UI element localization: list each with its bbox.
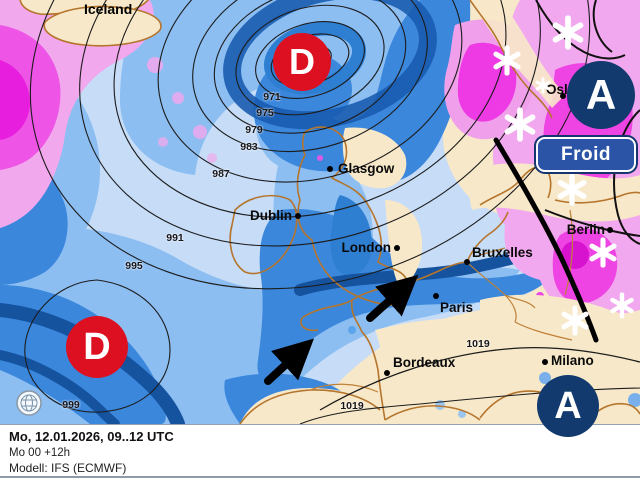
snowflake-icon [535,77,551,99]
flow-arrow [264,338,314,385]
city-dot-milano [542,359,548,365]
pressure-center-a: A [567,61,635,129]
snow-speck [317,155,323,161]
land-scotland-east [342,127,407,189]
snow-deep-spot [561,241,589,269]
snow-speck [158,137,168,147]
isobar-999 [24,279,171,413]
snow-speck [172,92,184,104]
region-label-iceland: Iceland [84,1,133,17]
city-dot-london [394,245,400,251]
city-dot-bruxelles [464,259,470,265]
isobar-value-971: 971 [263,91,281,103]
rain-speck [458,410,466,418]
city-dot-glasgow [327,166,333,172]
land-germany [468,163,640,222]
footer-bar: Mo, 12.01.2026, 09..12 UTC Mo 00 +12h Mo… [0,424,640,478]
snowflake-icon [588,237,618,273]
isobar-value-979: 979 [245,124,263,136]
snowflake-icon [556,173,588,211]
rain-streak-sw1 [0,303,185,424]
isobars-high [535,0,640,245]
rain-core-ring [223,0,437,130]
snow-speck [207,153,217,163]
snowflake-icon [551,15,585,55]
rain-streak-sw2 [0,350,120,424]
isobar-value-995: 995 [125,260,143,272]
pressure-center-d: D [66,316,128,378]
isobar-value-983: 983 [240,141,258,153]
snow-speck [193,125,207,139]
isobar-value-987: 987 [212,168,230,180]
isobar-value-991: 991 [166,232,184,244]
snowflake-icon [560,305,590,341]
rain-speck [628,393,640,407]
city-label-paris: Paris [440,300,474,315]
valid-datetime: Mo, 12.01.2026, 09..12 UTC [9,429,174,444]
isobar-value-1019: 1019 [340,400,364,412]
city-label-dublin: Dublin [250,208,292,223]
city-label-bruxelles: Bruxelles [472,245,533,260]
city-label-glasgow: Glasgow [338,161,395,176]
isobar-value-1019: 1019 [466,338,490,350]
land-france-south [375,317,585,424]
city-label-milano: Milano [551,353,594,368]
rain-speck [348,326,356,334]
flow-arrow [366,274,419,322]
snowflake-icon [492,45,522,81]
snow-deep-nw [0,60,30,140]
pressure-center-a: A [537,375,599,437]
isobars-low [29,0,591,290]
city-label-berlin: Berlin [566,222,605,237]
snowflake-icon [609,292,635,324]
land-iceland [43,5,162,47]
model-run: Mo 00 +12h [9,447,71,459]
pressure-center-d: D [273,33,331,91]
isobar-value-975: 975 [256,107,274,119]
front-label-froid: Froid [536,137,636,172]
city-dot-paris [433,293,439,299]
snowflake-icon [503,107,537,147]
country-borders [309,209,574,393]
city-dot-berlin [607,227,613,233]
isobar-value-999: 999 [62,399,80,411]
city-dot-dublin [295,213,301,219]
city-dot-oslo [560,93,566,99]
city-dot-bordeaux [384,370,390,376]
model-name: Modell: IFS (ECMWF) [9,461,127,475]
globe-logo-icon [16,390,42,416]
city-label-london: London [341,240,391,255]
isobar-1019-upper [319,346,640,411]
city-label-bordeaux: Bordeaux [393,355,456,370]
front-label-text: Froid [561,143,611,165]
